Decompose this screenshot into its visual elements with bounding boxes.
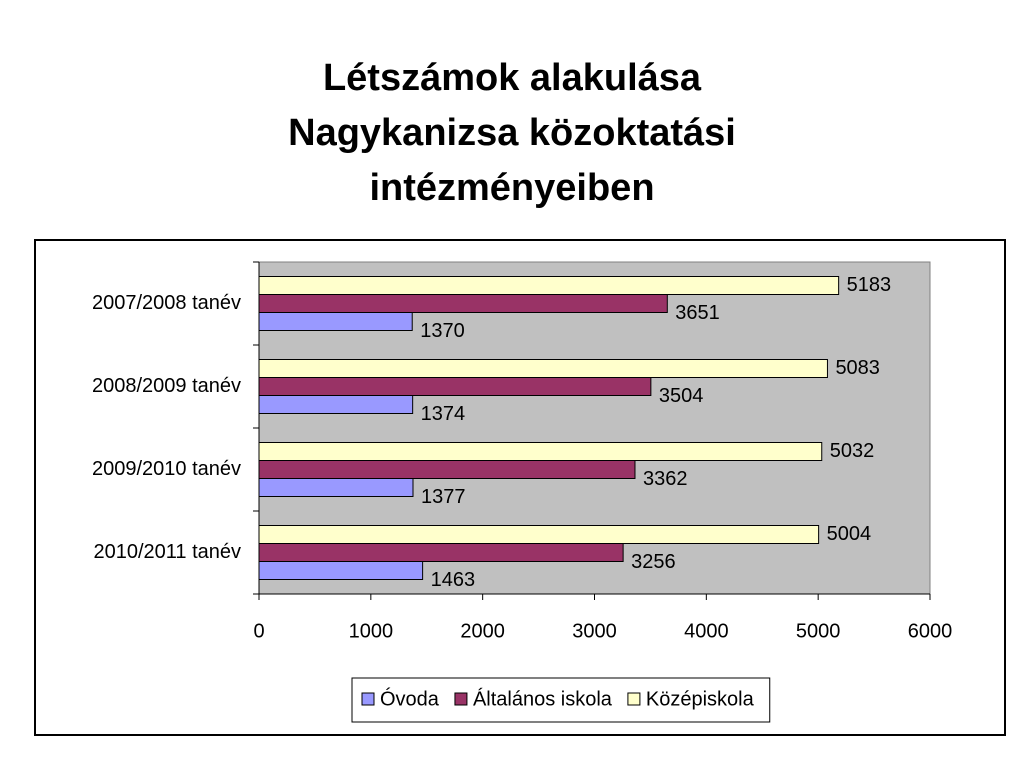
x-tick-label: 4000: [684, 620, 729, 642]
value-label: 1370: [420, 320, 465, 342]
bar: [258, 312, 413, 331]
x-tick-label: 5000: [796, 620, 841, 642]
value-label: 1377: [421, 486, 466, 508]
y-tick-label: 2009/2010 tanév: [92, 458, 241, 480]
legend-swatch: [627, 692, 641, 706]
y-tick-label: 2008/2009 tanév: [92, 375, 241, 397]
bar: [258, 460, 636, 479]
value-label: 5032: [830, 440, 875, 462]
value-label: 1463: [431, 569, 476, 591]
bar: [258, 276, 840, 295]
value-label: 3362: [643, 468, 688, 490]
legend: [351, 677, 771, 723]
bar: [258, 377, 652, 396]
value-label: 1374: [421, 403, 466, 425]
legend-label: Középiskola: [646, 688, 755, 710]
y-tick-label: 2007/2008 tanév: [92, 292, 241, 314]
bar: [258, 561, 424, 580]
chart-title: Nagykanizsa közoktatási: [288, 112, 736, 154]
chart-title: Létszámok alakulása: [323, 57, 702, 99]
legend-swatch: [361, 692, 375, 706]
value-label: 3651: [675, 302, 720, 324]
bar: [258, 359, 828, 378]
x-tick-label: 2000: [460, 620, 505, 642]
value-label: 5183: [847, 274, 892, 296]
bar: [258, 478, 414, 497]
chart-title: intézményeiben: [369, 167, 654, 209]
x-tick-label: 1000: [349, 620, 394, 642]
legend-label: Általános iskola: [473, 687, 613, 710]
bar: [258, 294, 668, 313]
legend-swatch: [454, 692, 468, 706]
bar: [258, 395, 414, 414]
y-tick-label: 2010/2011 tanév: [93, 541, 241, 563]
x-tick-label: 6000: [908, 620, 953, 642]
value-label: 3504: [659, 385, 704, 407]
x-tick-label: 0: [253, 620, 264, 642]
bar: [258, 442, 823, 461]
value-label: 5004: [827, 523, 872, 545]
bar: [258, 543, 624, 562]
value-label: 5083: [835, 357, 880, 379]
value-label: 3256: [631, 551, 676, 573]
bar: [258, 525, 820, 544]
legend-label: Óvoda: [380, 687, 440, 710]
x-tick-label: 3000: [572, 620, 617, 642]
